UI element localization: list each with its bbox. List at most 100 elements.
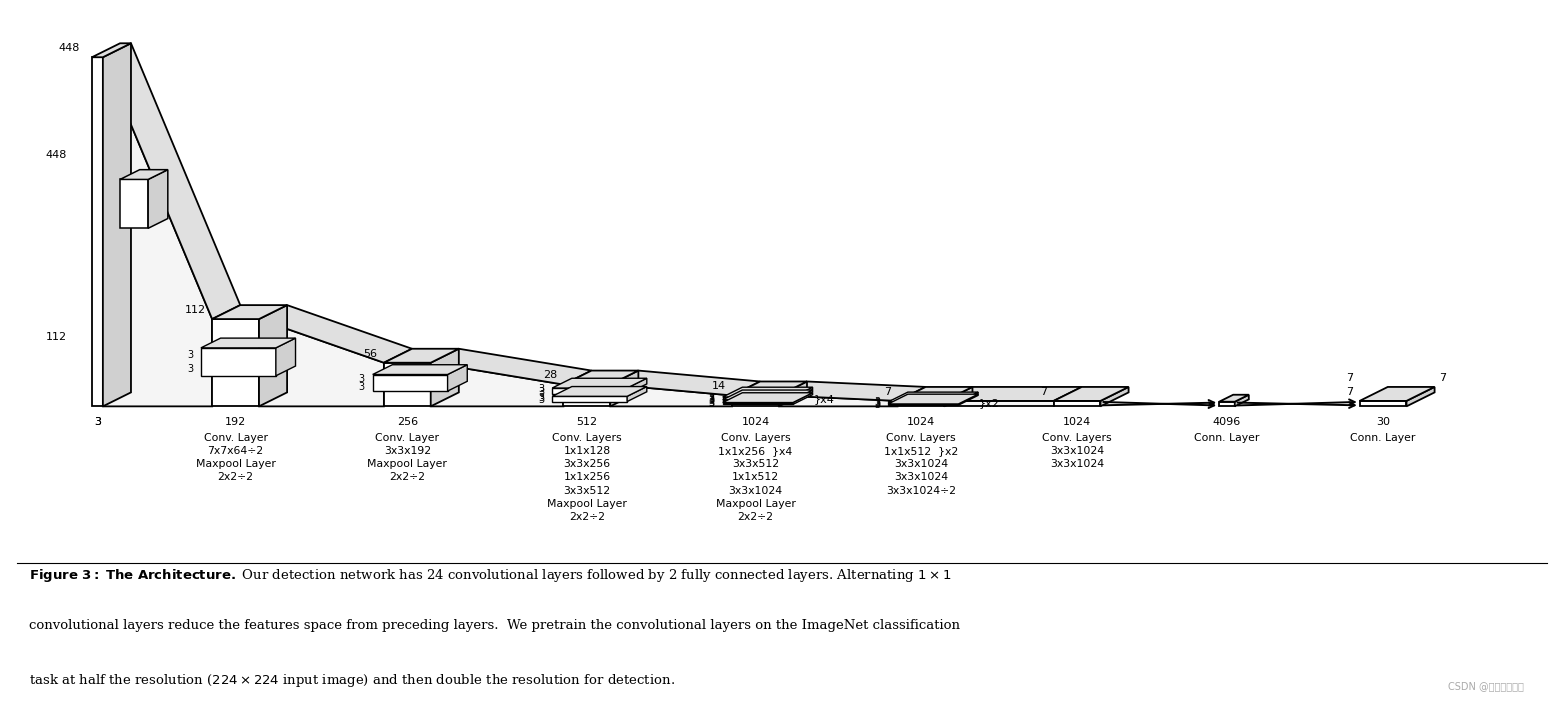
Polygon shape xyxy=(552,396,627,402)
Polygon shape xyxy=(103,43,131,407)
Polygon shape xyxy=(200,348,275,376)
Polygon shape xyxy=(383,349,458,362)
Polygon shape xyxy=(430,362,563,407)
Text: 3: 3 xyxy=(874,400,881,409)
Text: $\bf{Figure\ 3:\ The\ Architecture.}$ Our detection network has 24 convolutional: $\bf{Figure\ 3:\ The\ Architecture.}$ Ou… xyxy=(30,567,952,584)
Polygon shape xyxy=(723,387,813,397)
Text: 448: 448 xyxy=(45,150,67,160)
Polygon shape xyxy=(779,395,898,407)
Polygon shape xyxy=(213,319,260,407)
Polygon shape xyxy=(959,394,978,405)
Polygon shape xyxy=(200,338,296,348)
Text: 7: 7 xyxy=(108,211,114,221)
Polygon shape xyxy=(447,365,468,391)
Polygon shape xyxy=(1406,387,1434,407)
Polygon shape xyxy=(213,305,288,319)
Text: 3: 3 xyxy=(94,417,102,427)
Text: 112: 112 xyxy=(185,305,206,315)
Polygon shape xyxy=(723,393,813,402)
Text: 3: 3 xyxy=(708,396,715,407)
Polygon shape xyxy=(552,388,627,394)
Polygon shape xyxy=(898,387,973,401)
Text: 7: 7 xyxy=(1347,373,1353,383)
Polygon shape xyxy=(732,395,779,407)
Polygon shape xyxy=(275,338,296,376)
Text: 256: 256 xyxy=(397,417,418,427)
Text: 7: 7 xyxy=(1347,387,1353,397)
Text: }x2: }x2 xyxy=(979,397,999,408)
Text: 1024: 1024 xyxy=(907,417,935,427)
Text: Conn. Layer: Conn. Layer xyxy=(1195,433,1259,443)
Text: 3: 3 xyxy=(538,393,544,402)
Polygon shape xyxy=(610,371,760,395)
Text: task at half the resolution ($224 \times 224$ input image) and then double the r: task at half the resolution ($224 \times… xyxy=(30,672,676,688)
Polygon shape xyxy=(610,371,638,407)
Polygon shape xyxy=(723,402,793,404)
Polygon shape xyxy=(563,385,610,407)
Text: 3: 3 xyxy=(708,398,715,408)
Text: Conv. Layers
1x1x128
3x3x256
1x1x256
3x3x512
Maxpool Layer
2x2÷2: Conv. Layers 1x1x128 3x3x256 1x1x256 3x3… xyxy=(547,433,627,522)
Text: 192: 192 xyxy=(225,417,246,427)
Text: 3: 3 xyxy=(708,394,715,404)
Polygon shape xyxy=(383,362,430,407)
Text: 3: 3 xyxy=(188,364,192,374)
Polygon shape xyxy=(793,390,813,402)
Polygon shape xyxy=(732,381,807,395)
Polygon shape xyxy=(563,371,638,385)
Polygon shape xyxy=(1359,387,1434,401)
Polygon shape xyxy=(610,385,732,407)
Polygon shape xyxy=(552,386,647,396)
Polygon shape xyxy=(372,374,447,391)
Polygon shape xyxy=(723,400,793,402)
Polygon shape xyxy=(430,349,591,385)
Polygon shape xyxy=(430,349,458,407)
Text: 448: 448 xyxy=(58,43,80,53)
Polygon shape xyxy=(945,387,1082,401)
Text: 3: 3 xyxy=(358,382,364,392)
Text: Conn. Layer: Conn. Layer xyxy=(1350,433,1415,443)
Text: 7: 7 xyxy=(1040,387,1048,397)
Text: 3: 3 xyxy=(874,398,881,408)
Text: 4096: 4096 xyxy=(1212,417,1242,427)
Polygon shape xyxy=(103,57,213,407)
Polygon shape xyxy=(92,57,103,407)
Polygon shape xyxy=(627,386,647,402)
Text: Conv. Layer
7x7x64÷2
Maxpool Layer
2x2÷2: Conv. Layer 7x7x64÷2 Maxpool Layer 2x2÷2 xyxy=(196,433,275,482)
Text: 3: 3 xyxy=(188,350,192,360)
Text: Conv. Layers
1x1x512  }x2
3x3x1024
3x3x1024
3x3x1024÷2: Conv. Layers 1x1x512 }x2 3x3x1024 3x3x10… xyxy=(884,433,959,496)
Text: 112: 112 xyxy=(45,332,67,341)
Polygon shape xyxy=(793,387,813,399)
Text: 3: 3 xyxy=(538,387,544,397)
Polygon shape xyxy=(627,379,647,394)
Text: 3: 3 xyxy=(708,395,715,405)
Text: 3: 3 xyxy=(874,400,881,410)
Text: 3: 3 xyxy=(358,374,364,383)
Text: Conv. Layer
3x3x192
Maxpool Layer
2x2÷2: Conv. Layer 3x3x192 Maxpool Layer 2x2÷2 xyxy=(368,433,447,482)
Polygon shape xyxy=(779,381,926,401)
Text: 30: 30 xyxy=(1376,417,1390,427)
Polygon shape xyxy=(372,365,468,374)
Polygon shape xyxy=(120,170,167,179)
Polygon shape xyxy=(260,305,411,362)
Text: }x4: }x4 xyxy=(813,394,834,404)
Polygon shape xyxy=(898,401,945,407)
Text: 3: 3 xyxy=(874,397,881,407)
Text: CSDN @卖报的大地主: CSDN @卖报的大地主 xyxy=(1448,681,1523,691)
Text: Conv. Layers
1x1x256  }x4
3x3x512
1x1x512
3x3x1024
Maxpool Layer
2x2÷2: Conv. Layers 1x1x256 }x4 3x3x512 1x1x512… xyxy=(715,433,796,522)
Text: 1024: 1024 xyxy=(741,417,769,427)
Polygon shape xyxy=(260,305,288,407)
Text: 3: 3 xyxy=(708,399,715,409)
Polygon shape xyxy=(945,387,973,407)
Polygon shape xyxy=(120,179,149,229)
Polygon shape xyxy=(1101,387,1129,407)
Text: 7: 7 xyxy=(884,387,891,397)
Polygon shape xyxy=(888,402,959,403)
Polygon shape xyxy=(1234,395,1248,407)
Polygon shape xyxy=(945,401,1054,407)
Polygon shape xyxy=(723,397,793,399)
Text: 56: 56 xyxy=(364,348,377,358)
Polygon shape xyxy=(1220,402,1234,407)
Polygon shape xyxy=(1054,387,1129,401)
Text: 7: 7 xyxy=(108,186,114,197)
Text: Conv. Layers
3x3x1024
3x3x1024: Conv. Layers 3x3x1024 3x3x1024 xyxy=(1042,433,1112,469)
